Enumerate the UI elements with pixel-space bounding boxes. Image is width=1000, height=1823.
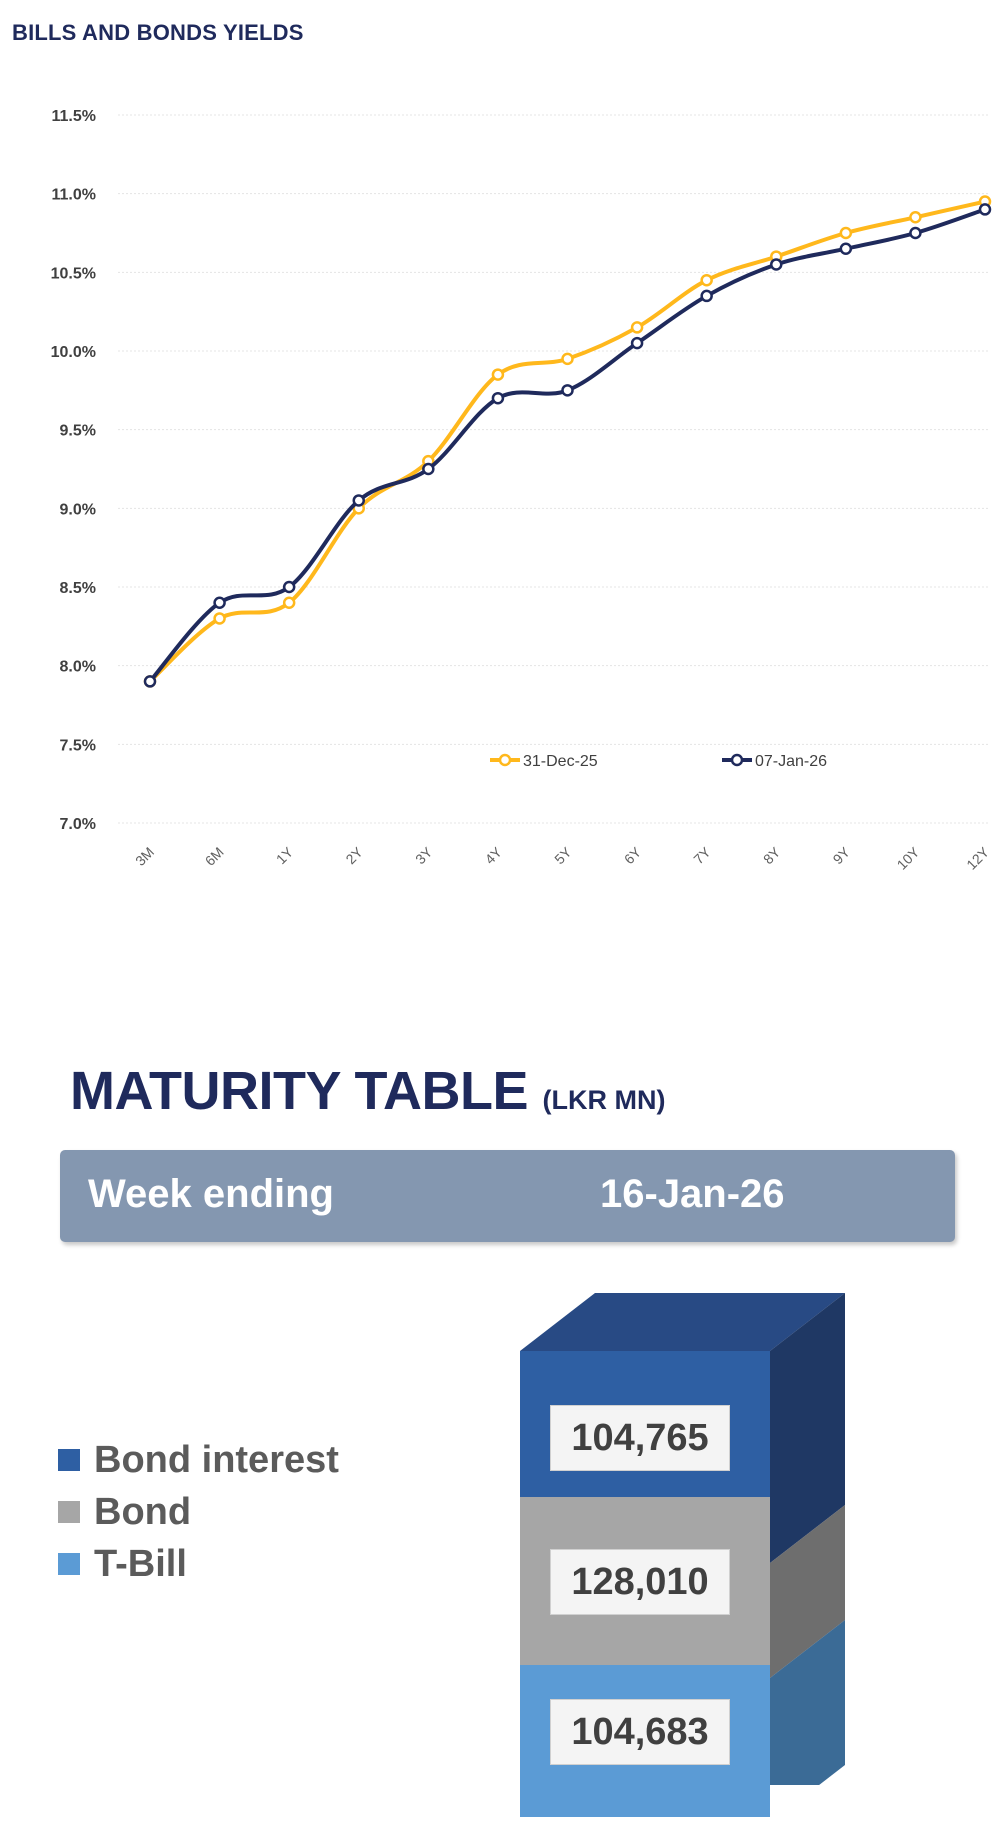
data-point [213,612,226,625]
data-point [491,391,505,405]
legend-label: Bond [94,1490,192,1533]
x-tick-label: 10Y [894,843,923,872]
bond-segment: 128,010 [520,1497,770,1665]
y-axis-tick-labels: 7.0% 7.5% 8.0% 8.5% 9.0% 9.5% 10.0% 10.5% 11.0% 1… [51,108,96,833]
yield-curve-chart: 7.0% 7.5% 8.0% 8.5% 9.0% 9.5% 10.0% 10.5% 11.0% 1… [51,108,993,873]
y-tick-label: 8.5% [60,580,96,597]
data-point [422,462,435,476]
legend-item-bond-interest: Bond interest [58,1434,339,1486]
y-tick-label: 10.0% [51,344,96,361]
data-point [839,242,853,255]
bond-interest-segment: 104,765 [520,1351,770,1497]
stack-top-face [520,1293,845,1351]
data-point [978,203,992,216]
chart-legend: 31-Dec-25 07-Jan-26 [490,753,827,770]
legend-label: 31-Dec-25 [523,753,598,770]
x-tick-label: 6Y [621,843,645,867]
data-point [143,675,157,688]
x-tick-label: 1Y [273,843,297,867]
legend-item-t-bill: T-Bill [58,1538,339,1590]
data-point [909,211,922,224]
y-tick-label: 9.0% [60,501,96,518]
maturity-stack-bar: 104,765 128,010 104,683 [510,1285,880,1817]
x-tick-label: 3M [132,844,157,869]
t-bill-value: 104,683 [550,1699,730,1765]
legend-item-bond: Bond [58,1486,339,1538]
x-tick-label: 2Y [342,843,366,867]
series-0 [143,195,992,688]
bond-swatch [58,1501,80,1523]
bond-value: 128,010 [550,1549,730,1615]
data-point [352,494,365,507]
series-1 [143,203,992,688]
stack-3d-faces [520,1293,845,1785]
maturity-legend: Bond interest Bond T-Bill [58,1434,339,1590]
y-tick-label: 8.0% [60,659,96,676]
t-bill-swatch [58,1553,80,1575]
grid-lines [118,114,990,824]
x-tick-label: 12Y [963,843,992,872]
series-layer [143,195,992,688]
bond-interest-swatch [58,1449,80,1471]
t-bill-segment: 104,683 [520,1665,770,1817]
t-bill-side-face [770,1620,845,1785]
data-point [561,384,574,397]
x-axis-tick-labels: 3M 6M 1Y 2Y 3Y 4Y 5Y 6Y 7Y 8Y 9Y 10Y 12Y [132,843,993,872]
x-tick-label: 8Y [760,843,784,867]
data-point [282,596,296,609]
x-tick-label: 4Y [482,843,506,867]
x-tick-label: 9Y [830,843,854,867]
chart-title: BILLS AND BONDS YIELDS [12,20,304,45]
maturity-title-text: MATURITY TABLE [70,1061,528,1121]
data-point [491,368,505,381]
y-tick-label: 9.5% [60,423,96,440]
legend-label: Bond interest [94,1438,339,1481]
y-tick-label: 11.5% [52,108,96,125]
x-tick-label: 7Y [690,843,714,867]
bond-interest-value: 104,765 [550,1405,730,1471]
y-tick-label: 7.0% [60,816,96,833]
data-point [839,226,853,240]
y-tick-label: 7.5% [60,737,96,754]
data-point [700,273,713,287]
bond-side-face [770,1505,845,1678]
data-point [770,258,783,271]
bond-interest-side-face [770,1293,845,1563]
week-ending-date: 16-Jan-26 [600,1172,785,1216]
week-ending-label: Week ending [88,1172,334,1216]
legend-marker [730,753,744,767]
data-point [561,352,574,366]
legend-label: T-Bill [94,1542,187,1585]
legend-label: 07-Jan-26 [755,753,827,770]
data-point [909,226,922,240]
data-point [282,580,296,594]
y-tick-label: 11.0% [52,187,96,204]
y-tick-label: 10.5% [51,265,96,282]
maturity-unit: (LKR MN) [542,1085,666,1115]
x-tick-label: 5Y [551,843,575,867]
data-point [700,289,713,303]
week-ending-bar: Week ending 16-Jan-26 [60,1150,955,1242]
series-line [148,199,986,683]
data-point [213,596,226,609]
data-point [630,336,644,350]
data-point [630,321,644,334]
legend-marker [498,753,512,767]
x-tick-label: 6M [202,844,227,869]
maturity-table-title: MATURITY TABLE (LKR MN) [70,1060,665,1122]
x-tick-label: 3Y [412,843,436,867]
